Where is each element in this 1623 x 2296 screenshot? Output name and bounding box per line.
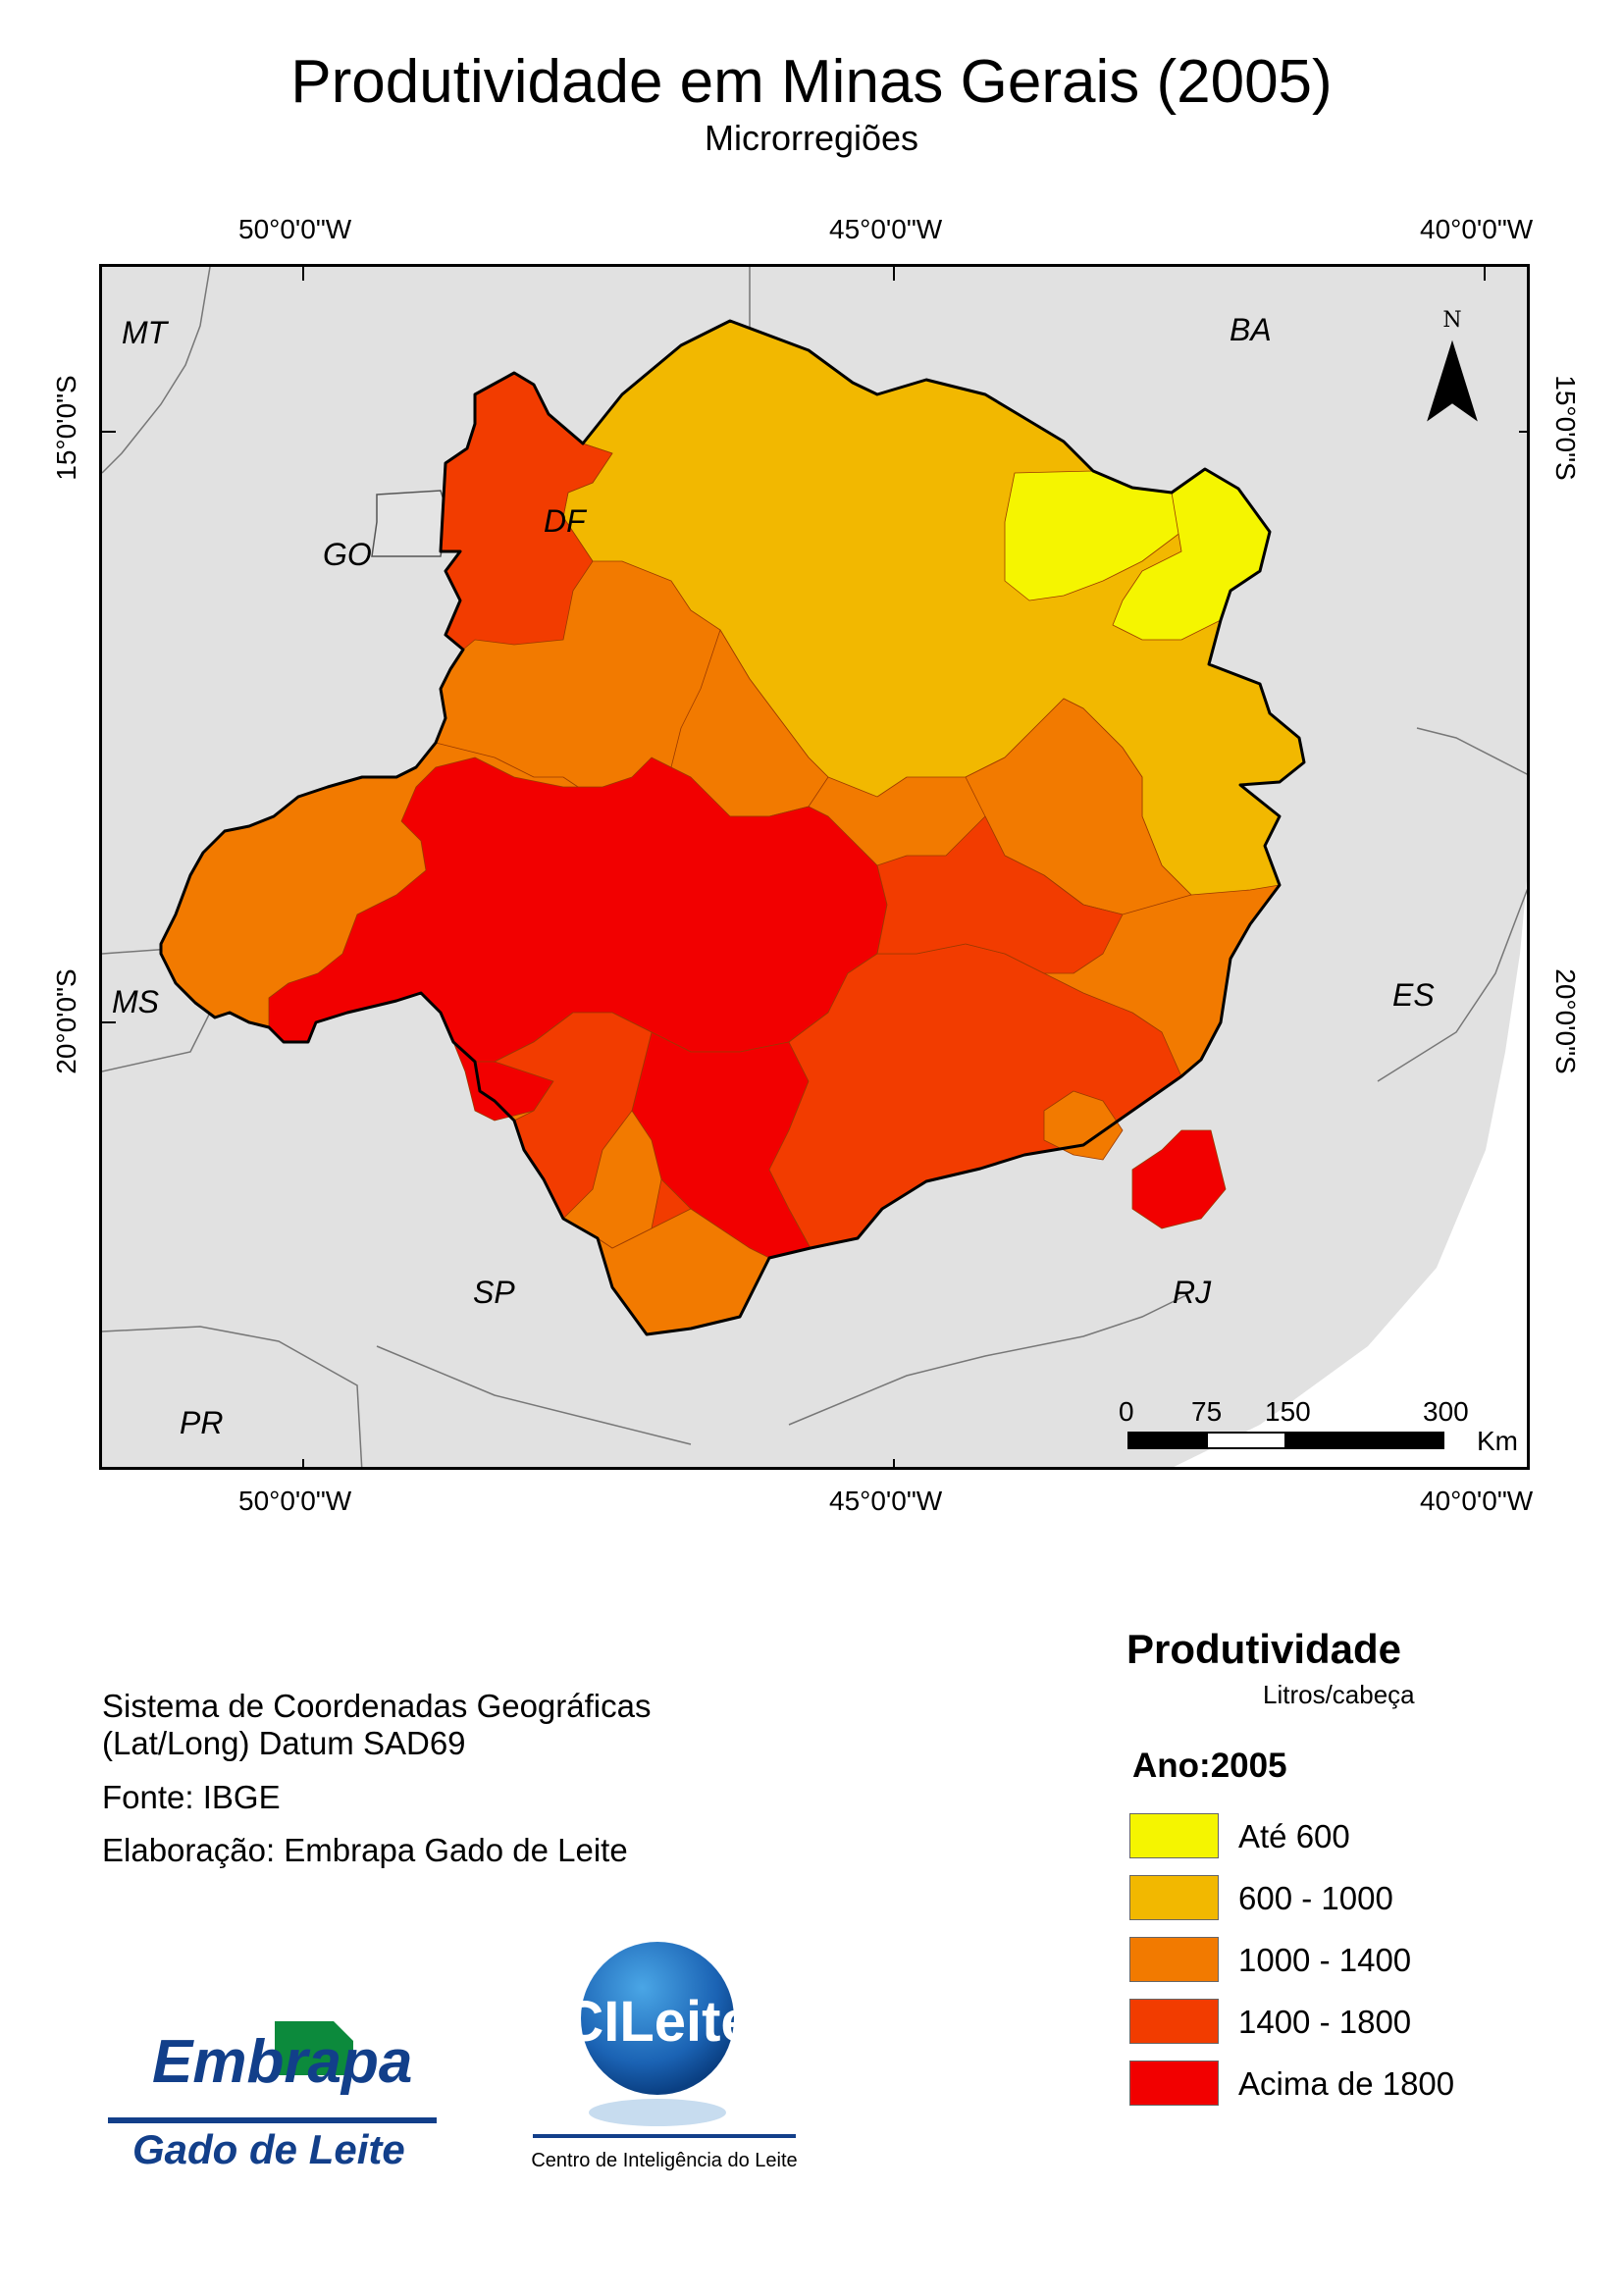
legend-swatch-acima-1800 <box>1129 2061 1219 2106</box>
state-label-df: DF <box>544 503 586 539</box>
latitude-label-right-15: 15°0'0"S <box>1550 375 1581 481</box>
scale-unit: Km <box>1477 1426 1518 1456</box>
ocean-area <box>1174 879 1527 1467</box>
scale-label-0: 0 <box>1119 1396 1134 1427</box>
legend-label-ate-600: Até 600 <box>1238 1818 1350 1854</box>
legend-swatch-ate-600 <box>1129 1813 1219 1858</box>
region-southeast-red <box>1131 1129 1227 1229</box>
cileite-caption: Centro de Inteligência do Leite <box>531 2150 797 2171</box>
longitude-label-top-40: 40°0'0"W <box>1420 214 1534 244</box>
state-label-rj: RJ <box>1173 1275 1212 1310</box>
coordinate-system-line2: (Lat/Long) Datum SAD69 <box>102 1725 466 1761</box>
map-canvas: N <box>102 267 1527 1467</box>
latitude-label-left-15: 15°0'0"S <box>51 375 81 481</box>
df-region <box>371 490 448 557</box>
legend-unit: Litros/cabeça <box>1263 1680 1415 1709</box>
scale-bar <box>1127 1432 1444 1449</box>
north-arrow-label: N <box>1442 308 1461 333</box>
data-source: Fonte: IBGE <box>102 1779 281 1815</box>
state-label-mt: MT <box>122 315 168 350</box>
state-label-sp: SP <box>473 1275 515 1310</box>
embrapa-wordmark: Embrapa <box>152 2028 412 2096</box>
embrapa-leaf-icon <box>275 2021 353 2075</box>
cileite-logo: CILeite Centro de Inteligência do Leite <box>530 1938 805 2183</box>
state-label-es: ES <box>1392 977 1435 1013</box>
scale-label-75: 75 <box>1191 1396 1223 1427</box>
minas-gerais-regions <box>160 320 1305 1335</box>
legend-swatch-1400-1800 <box>1129 1999 1219 2044</box>
legend-label-1000-1400: 1000 - 1400 <box>1238 1942 1412 1978</box>
coordinate-system-line1: Sistema de Coordenadas Geográficas <box>102 1688 652 1724</box>
state-label-go: GO <box>323 537 372 572</box>
cileite-wordmark: CILeite <box>562 1990 752 2054</box>
latitude-label-right-20: 20°0'0"S <box>1550 968 1581 1074</box>
state-label-ba: BA <box>1230 312 1272 347</box>
legend-swatch-1000-1400 <box>1129 1937 1219 1982</box>
legend-label-600-1000: 600 - 1000 <box>1238 1880 1393 1916</box>
legend-year: Ano:2005 <box>1132 1747 1287 1785</box>
legend-label-1400-1800: 1400 - 1800 <box>1238 2004 1412 2040</box>
map-frame: N <box>99 264 1530 1470</box>
region-south-orange-b <box>1043 1090 1124 1161</box>
map-title: Produtividade em Minas Gerais (2005) <box>290 48 1333 116</box>
longitude-label-bottom-40: 40°0'0"W <box>1420 1486 1534 1516</box>
cileite-ball-icon <box>581 1942 734 2095</box>
legend-label-acima-1800: Acima de 1800 <box>1238 2065 1455 2102</box>
scale-label-150: 150 <box>1265 1396 1311 1427</box>
embrapa-unit: Gado de Leite <box>132 2126 405 2172</box>
scale-label-300: 300 <box>1423 1396 1469 1427</box>
map-subtitle: Microrregiões <box>704 118 919 158</box>
region-east-1400 <box>876 815 1124 974</box>
minas-gerais-outline <box>159 319 1306 1336</box>
state-label-pr: PR <box>180 1405 224 1440</box>
credit-line: Elaboração: Embrapa Gado de Leite <box>102 1832 628 1868</box>
longitude-label-top-50: 50°0'0"W <box>238 214 352 244</box>
latitude-label-left-20: 20°0'0"S <box>51 968 81 1074</box>
north-arrow-icon <box>1427 339 1478 422</box>
legend-swatch-600-1000 <box>1129 1875 1219 1920</box>
longitude-label-bottom-45: 45°0'0"W <box>829 1486 943 1516</box>
embrapa-logo: Embrapa Gado de Leite <box>108 2016 456 2188</box>
cileite-shadow <box>589 2099 726 2126</box>
longitude-label-top-45: 45°0'0"W <box>829 214 943 244</box>
longitude-label-bottom-50: 50°0'0"W <box>238 1486 352 1516</box>
region-south-orange-a <box>562 1110 662 1249</box>
state-label-ms: MS <box>112 984 159 1019</box>
legend-title: Produtividade <box>1126 1626 1402 1672</box>
